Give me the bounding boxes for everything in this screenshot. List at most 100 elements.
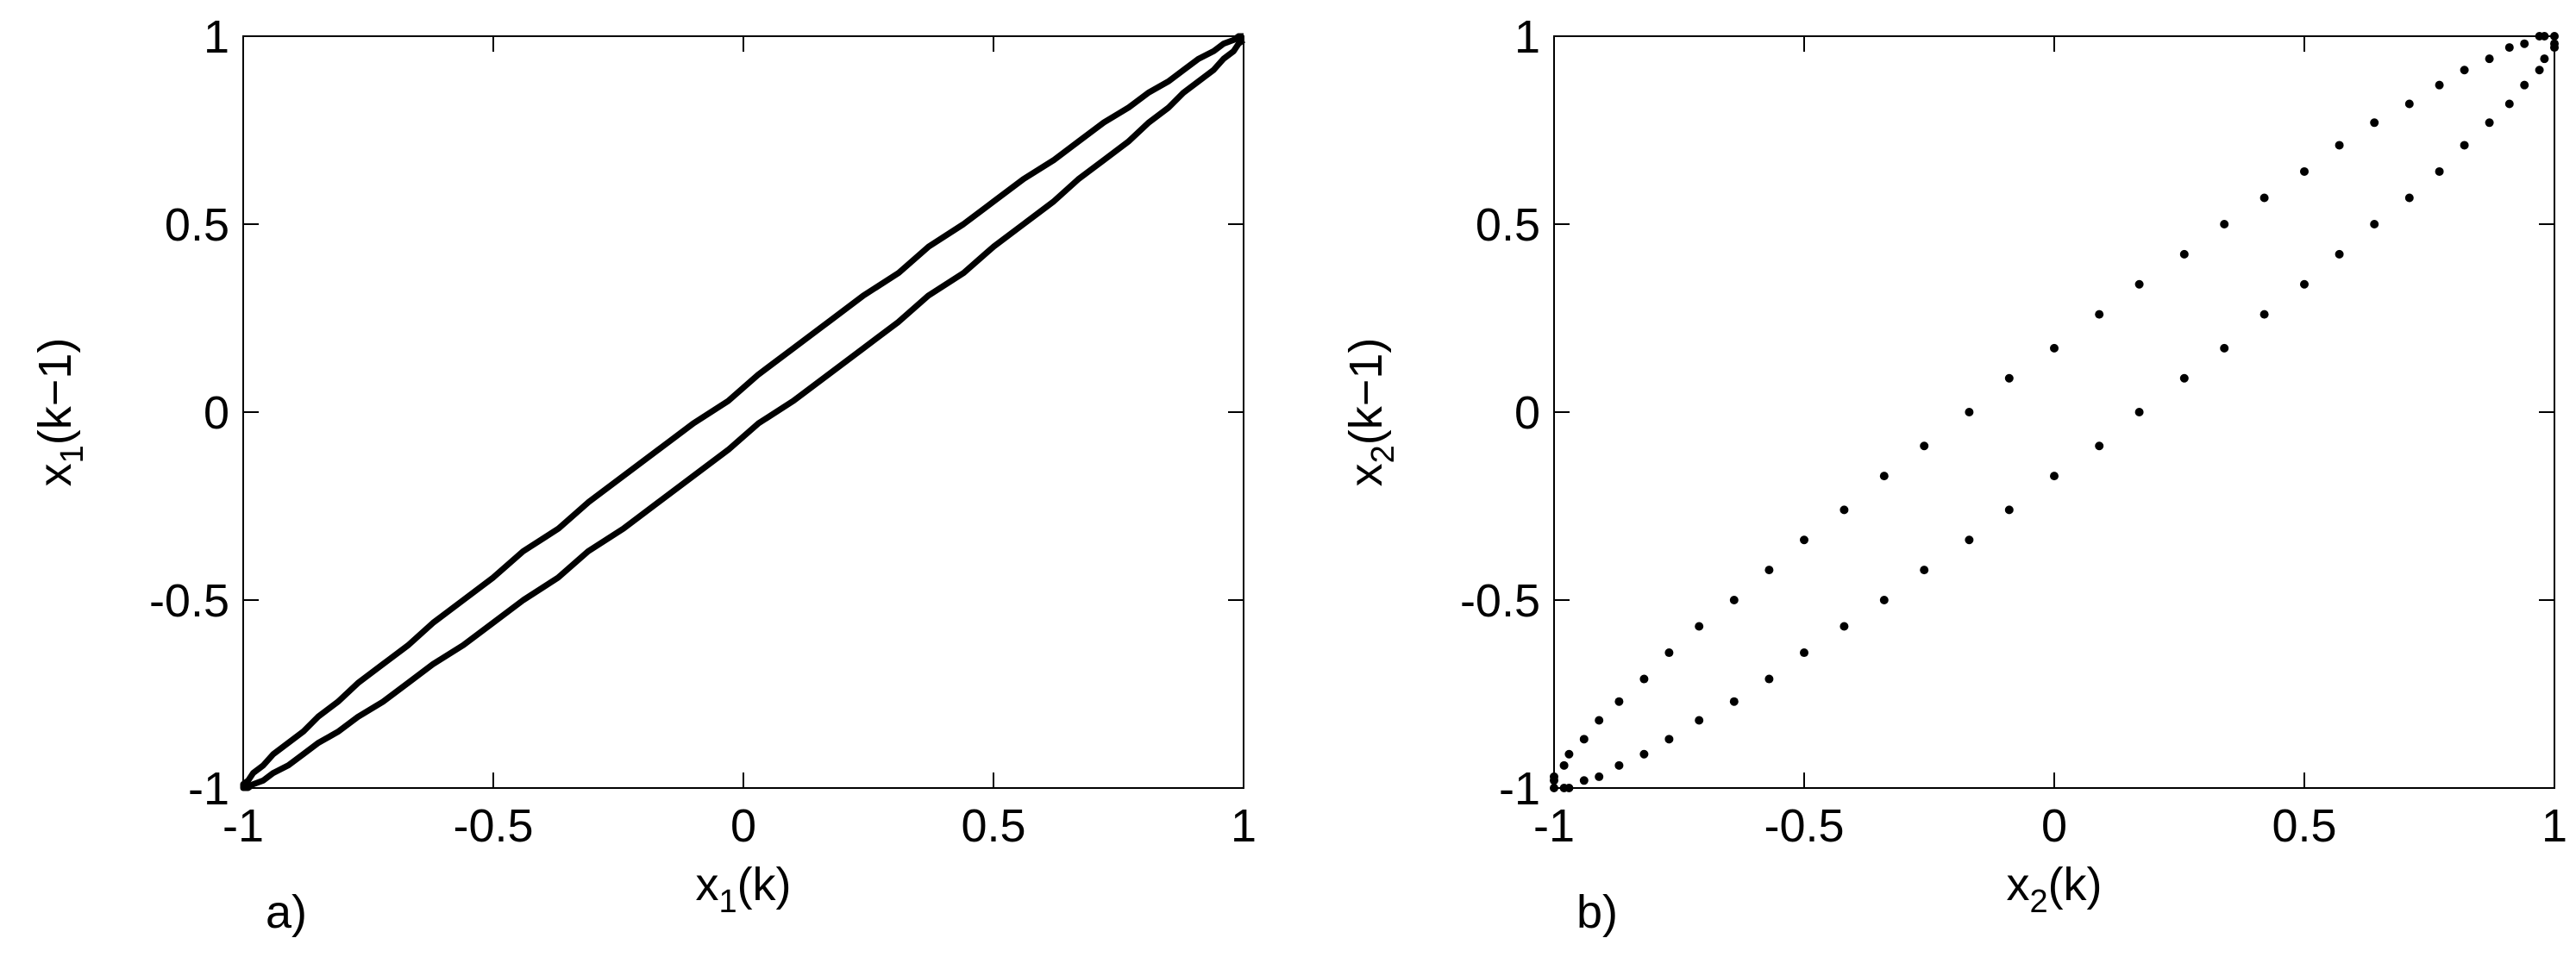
y-axis-label-rest: (k−1)	[1340, 338, 1392, 446]
data-point	[1579, 735, 1589, 744]
data-point	[1559, 760, 1569, 770]
y-axis-label-sub: 2	[1365, 445, 1401, 463]
data-point	[1840, 505, 1849, 515]
data-point	[1695, 716, 1704, 725]
data-point	[1729, 697, 1739, 706]
y-tick-label: -1	[188, 763, 229, 815]
x-axis-label: x1(k)	[695, 859, 791, 920]
data-point	[2460, 66, 2469, 75]
data-point	[2095, 441, 2104, 451]
data-point	[1764, 566, 1774, 575]
data-point	[2300, 166, 2309, 176]
y-tick-label: 1	[204, 11, 229, 63]
data-point	[2504, 43, 2514, 53]
data-point	[2220, 220, 2229, 228]
data-point	[2404, 193, 2414, 203]
y-axis-label-sub: 1	[54, 445, 91, 463]
data-point	[2050, 343, 2059, 353]
x-tick-label: 1	[2542, 800, 2567, 852]
data-point	[2485, 54, 2494, 64]
data-point	[2004, 505, 2014, 515]
panel-label: a)	[266, 886, 307, 938]
y-tick-label: -0.5	[149, 575, 229, 627]
y-axis-label-base: x	[29, 463, 81, 486]
y-tick-label: 0	[204, 387, 229, 439]
data-point	[1639, 749, 1649, 759]
data-point	[2435, 80, 2444, 90]
data-point	[2550, 32, 2559, 41]
data-point	[1595, 716, 1604, 725]
y-tick-label: 0.5	[165, 199, 229, 251]
data-point	[1800, 535, 1808, 545]
x-tick-label: 0	[730, 800, 756, 852]
x-tick-label: -1	[1533, 800, 1575, 852]
x-tick-label: 0.5	[961, 800, 1025, 852]
y-axis-label: x1(k−1)	[29, 338, 91, 487]
x-axis-label-base: x	[695, 859, 718, 910]
data-point	[2535, 32, 2544, 41]
data-point	[1664, 735, 1674, 744]
x-axis-label: x2(k)	[2006, 859, 2102, 920]
x-tick-label: -0.5	[1764, 800, 1844, 852]
data-point	[1614, 697, 1624, 706]
data-point	[1965, 408, 1974, 416]
data-point	[1920, 566, 1929, 575]
data-point	[2370, 220, 2379, 228]
data-point	[2520, 39, 2529, 48]
data-point	[2550, 43, 2559, 53]
data-point	[1550, 784, 1558, 792]
x-axis-label-sub: 1	[718, 884, 736, 920]
data-point	[1764, 674, 1774, 684]
y-axis-label: x2(k−1)	[1340, 338, 1401, 487]
data-point	[1564, 784, 1574, 792]
data-point	[2335, 249, 2344, 259]
data-line	[240, 33, 1246, 791]
data-point	[1879, 472, 1889, 481]
data-point	[2435, 166, 2444, 176]
panel-label: b)	[1576, 886, 1618, 938]
data-point	[1595, 772, 1604, 781]
data-point	[2460, 141, 2469, 150]
data-point	[2520, 80, 2529, 90]
x-axis-label-sub: 2	[2029, 884, 2047, 920]
axes-frame	[242, 35, 1244, 789]
x-axis-label-rest: (k)	[737, 859, 792, 910]
x-tick-label: 0	[2041, 800, 2067, 852]
data-point	[1579, 776, 1589, 785]
data-point	[1920, 441, 1929, 451]
data-point	[1840, 622, 1849, 631]
x-tick-label: 1	[1231, 800, 1257, 852]
data-point	[1965, 535, 1974, 545]
data-point	[2259, 193, 2269, 203]
data-point	[2535, 66, 2544, 75]
data-point	[2134, 408, 2144, 416]
data-point	[2540, 54, 2549, 64]
data-point	[2485, 118, 2494, 128]
data-point	[1564, 749, 1574, 759]
data-point	[2404, 99, 2414, 109]
data-point	[1729, 596, 1739, 604]
data-point	[1695, 622, 1704, 631]
x-tick-label: -0.5	[453, 800, 533, 852]
data-point	[2134, 279, 2144, 289]
x-tick-label: -1	[223, 800, 264, 852]
data-point	[2504, 99, 2514, 109]
y-axis-label-rest: (k−1)	[29, 338, 81, 446]
data-point	[2179, 249, 2189, 259]
data-point	[1800, 648, 1808, 658]
x-axis-label-base: x	[2006, 859, 2029, 910]
data-point	[1639, 674, 1649, 684]
x-axis-label-rest: (k)	[2048, 859, 2103, 910]
y-tick-label: -1	[1499, 763, 1540, 815]
data-point	[2095, 310, 2104, 319]
axes-frame	[1553, 35, 2555, 789]
data-point	[2004, 373, 2014, 383]
data-point	[1879, 596, 1889, 604]
data-point	[2179, 373, 2189, 383]
data-point	[1614, 760, 1624, 770]
data-point	[1550, 776, 1558, 785]
y-axis-label-base: x	[1340, 463, 1392, 486]
